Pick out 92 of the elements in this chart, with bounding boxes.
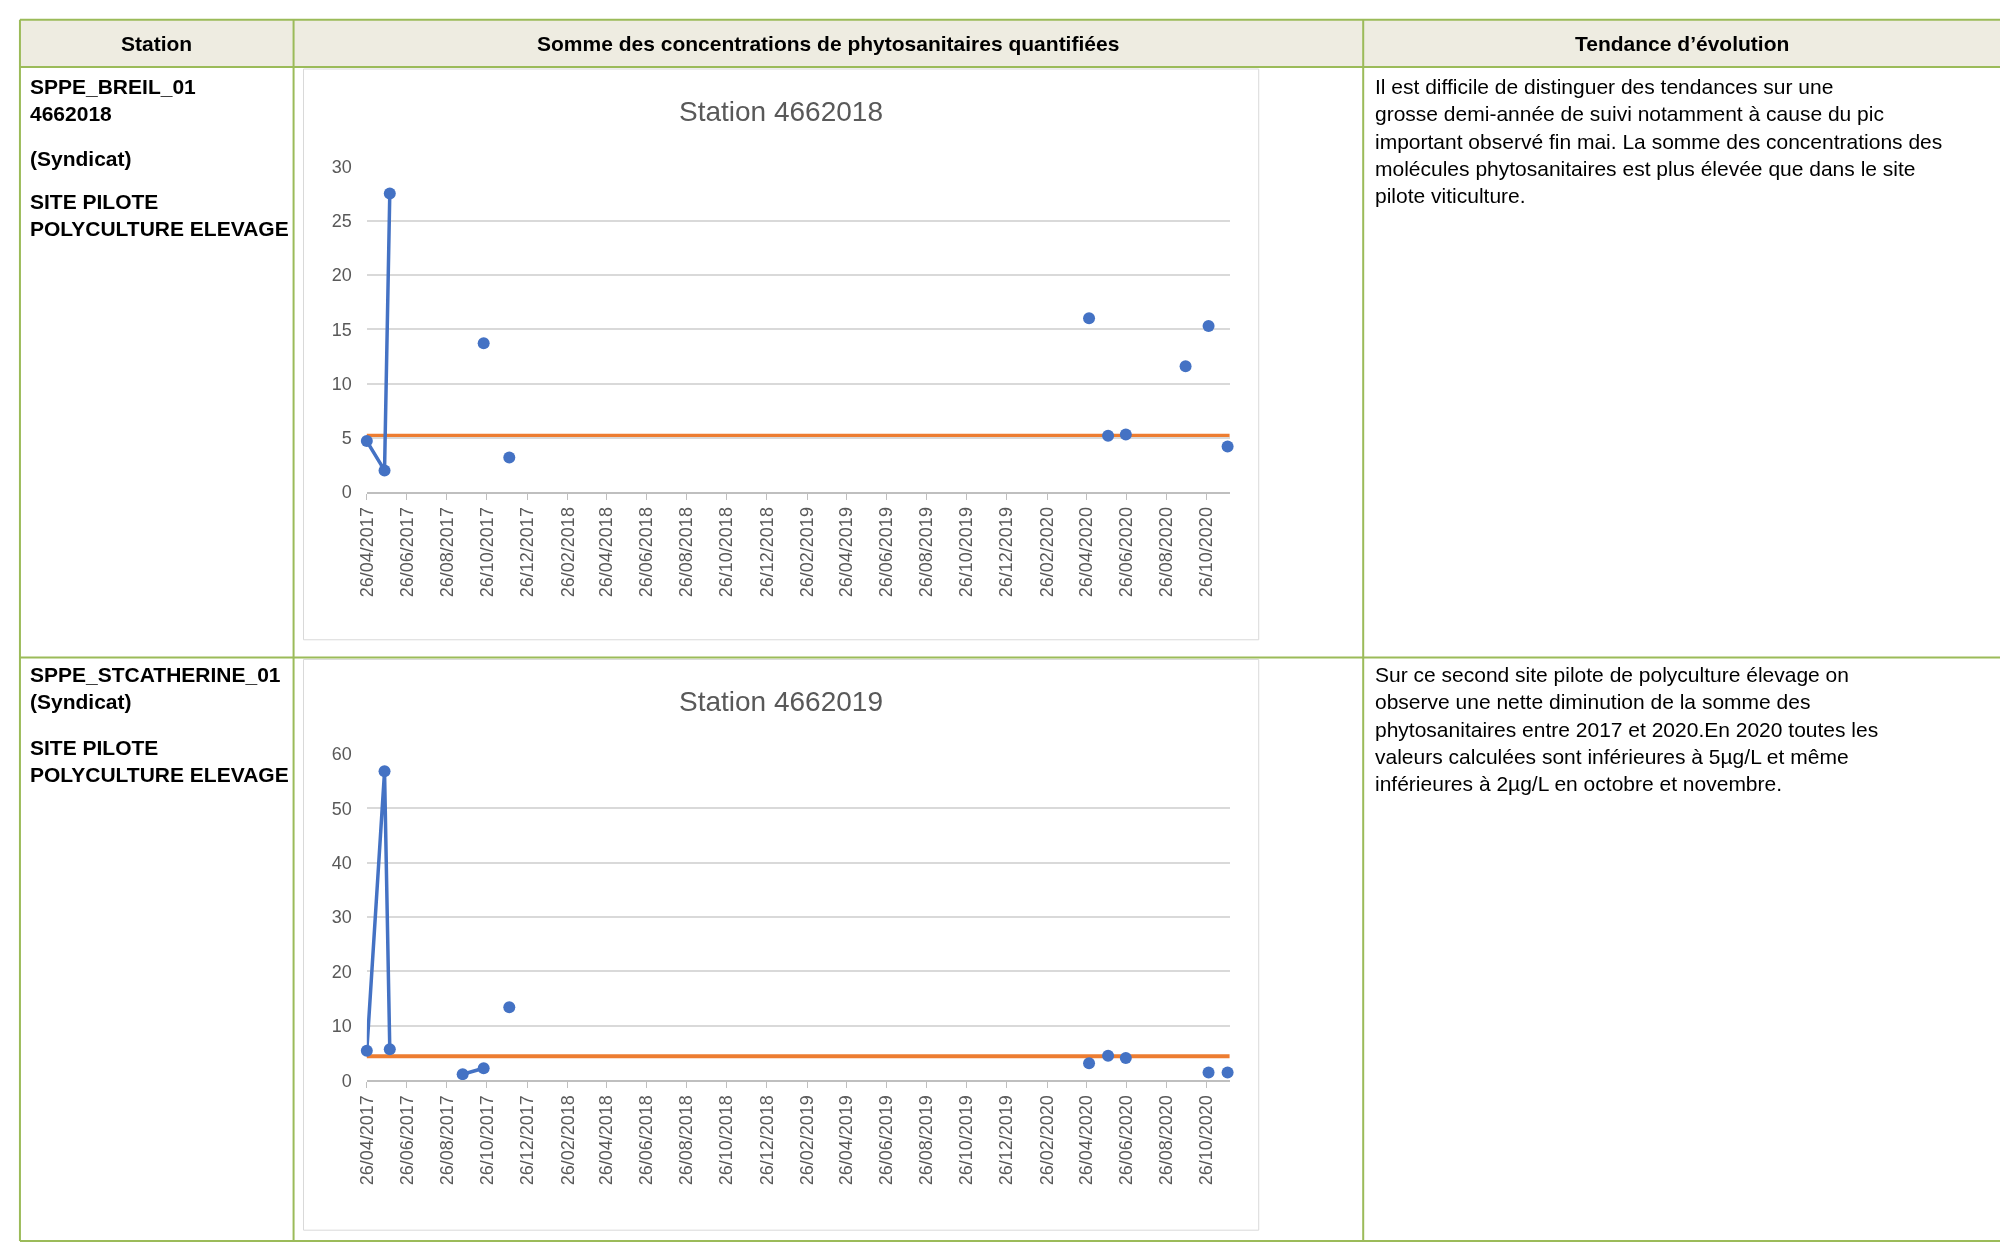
x-tick-label: 26/04/2019 — [835, 507, 856, 598]
x-tick-label: 26/02/2018 — [557, 1095, 578, 1186]
x-tick-label: 26/04/2020 — [1076, 507, 1097, 598]
point — [383, 1043, 396, 1056]
y-tick-label: 20 — [331, 265, 352, 286]
x-tick-label: 26/10/2020 — [1196, 507, 1217, 598]
x-tick-label: 26/02/2019 — [797, 507, 818, 598]
y-tick-label: 25 — [331, 210, 352, 231]
point — [503, 451, 516, 464]
x-tick-label: 26/02/2018 — [557, 507, 578, 598]
x-tick-label: 26/10/2020 — [1196, 1095, 1217, 1186]
x-tick-label: 26/04/2018 — [596, 507, 617, 598]
x-tick-label: 26/10/2018 — [716, 507, 737, 598]
text: Il est difficile de distinguer des tendances sur une grosse demi-année de suivi notamment à cause du pic important observé fin mai. La somme des concentrations des molécules phytosanitaires est plus élevée que dans le site pilote viticulture. — [1375, 75, 1943, 208]
y-tick-label: 30 — [331, 156, 352, 177]
x-tick-label: 26/08/2020 — [1156, 507, 1177, 598]
point — [360, 1044, 373, 1057]
y-tick-label: 40 — [331, 852, 352, 873]
x-tick-label: 26/04/2017 — [356, 1095, 377, 1186]
x-tick-label: 26/02/2019 — [797, 1095, 818, 1186]
x-tick-label: 26/04/2017 — [356, 507, 377, 598]
x-tick-label: 26/10/2019 — [956, 1095, 977, 1186]
x-tick-label: 26/06/2019 — [876, 1095, 897, 1186]
point — [1221, 1066, 1234, 1079]
point — [1102, 1049, 1115, 1062]
y-tick-label: 60 — [331, 744, 352, 765]
y-tick-label: 50 — [331, 798, 352, 819]
text: SPPE_STCATHERINE_01 (Syndicat) — [30, 663, 281, 714]
x-tick-label: 26/04/2018 — [596, 1095, 617, 1186]
x-tick-label: 26/02/2020 — [1036, 507, 1057, 598]
text: SITE PILOTE POLYCULTURE ELEVAGE — [30, 190, 289, 241]
x-tick-label: 26/06/2019 — [876, 507, 897, 598]
x-tick-label: 26/08/2019 — [916, 1095, 937, 1186]
x-tick-label: 26/02/2020 — [1036, 1095, 1057, 1186]
point — [456, 1068, 469, 1081]
x-tick-label: 26/12/2019 — [996, 507, 1017, 598]
x-tick-label: 26/12/2018 — [756, 1095, 777, 1186]
text: (Syndicat) — [30, 147, 132, 170]
text: SITE PILOTE POLYCULTURE ELEVAGE — [30, 736, 289, 787]
point — [1083, 312, 1096, 325]
x-tick-label: 26/10/2018 — [716, 1095, 737, 1186]
x-tick-label: 26/12/2017 — [516, 507, 537, 598]
x-tick-label: 26/08/2018 — [676, 1095, 697, 1186]
x-tick-label: 26/10/2017 — [476, 507, 497, 598]
point — [1119, 428, 1132, 441]
x-tick-label: 26/06/2017 — [396, 1095, 417, 1186]
x-tick-label: 26/04/2019 — [835, 1095, 856, 1186]
point — [1202, 1066, 1215, 1079]
x-tick-label: 26/06/2020 — [1116, 1095, 1137, 1186]
point — [378, 464, 391, 477]
y-tick-label: 30 — [331, 907, 352, 928]
x-tick-label: 26/06/2020 — [1116, 507, 1137, 598]
x-tick-label: 26/12/2018 — [756, 507, 777, 598]
point — [378, 765, 391, 778]
y-tick-label: 20 — [331, 961, 352, 982]
point — [1102, 429, 1115, 442]
point — [1119, 1051, 1132, 1064]
y-tick-label: 0 — [341, 1070, 352, 1091]
point — [1221, 440, 1234, 453]
point — [477, 1062, 490, 1075]
y-tick-label: 5 — [341, 428, 352, 449]
x-tick-label: 26/06/2017 — [396, 507, 417, 598]
point — [360, 435, 373, 448]
point — [477, 337, 490, 350]
x-tick-label: 26/08/2017 — [436, 507, 457, 598]
text: Station — [121, 32, 193, 55]
x-tick-label: 26/04/2020 — [1076, 1095, 1097, 1186]
x-tick-label: 26/08/2018 — [676, 507, 697, 598]
text: Somme des concentrations de phytosanitaires quantifiées — [537, 32, 1120, 55]
chart-title: Station 4662018 — [679, 96, 883, 127]
chart-title: Station 4662019 — [679, 686, 883, 717]
x-tick-label: 26/06/2018 — [636, 507, 657, 598]
point — [1083, 1057, 1096, 1070]
point — [1179, 360, 1192, 373]
y-tick-label: 0 — [341, 482, 352, 503]
x-tick-label: 26/08/2019 — [916, 507, 937, 598]
point — [1202, 319, 1215, 332]
point — [383, 187, 396, 200]
x-tick-label: 26/08/2017 — [436, 1095, 457, 1186]
text: Sur ce second site pilote de polyculture élevage on observe une nette diminution de la somme des phytosanitaires entre 2017 et 2020.En 2020 toutes les valeurs calculées sont inférieures à 5µg/L et même inférieures à 2µg/L en octobre et novembre. — [1375, 663, 1879, 796]
x-tick-label: 26/12/2017 — [516, 1095, 537, 1186]
y-tick-label: 10 — [331, 373, 352, 394]
y-tick-label: 15 — [331, 319, 352, 340]
x-tick-label: 26/08/2020 — [1156, 1095, 1177, 1186]
x-tick-label: 26/12/2019 — [996, 1095, 1017, 1186]
x-tick-label: 26/10/2017 — [476, 1095, 497, 1186]
point — [503, 1001, 516, 1014]
text: Tendance d’évolution — [1575, 32, 1790, 55]
y-tick-label: 10 — [331, 1016, 352, 1037]
x-tick-label: 26/10/2019 — [956, 507, 977, 598]
text: SPPE_BREIL_01 4662018 — [30, 75, 197, 126]
x-tick-label: 26/06/2018 — [636, 1095, 657, 1186]
